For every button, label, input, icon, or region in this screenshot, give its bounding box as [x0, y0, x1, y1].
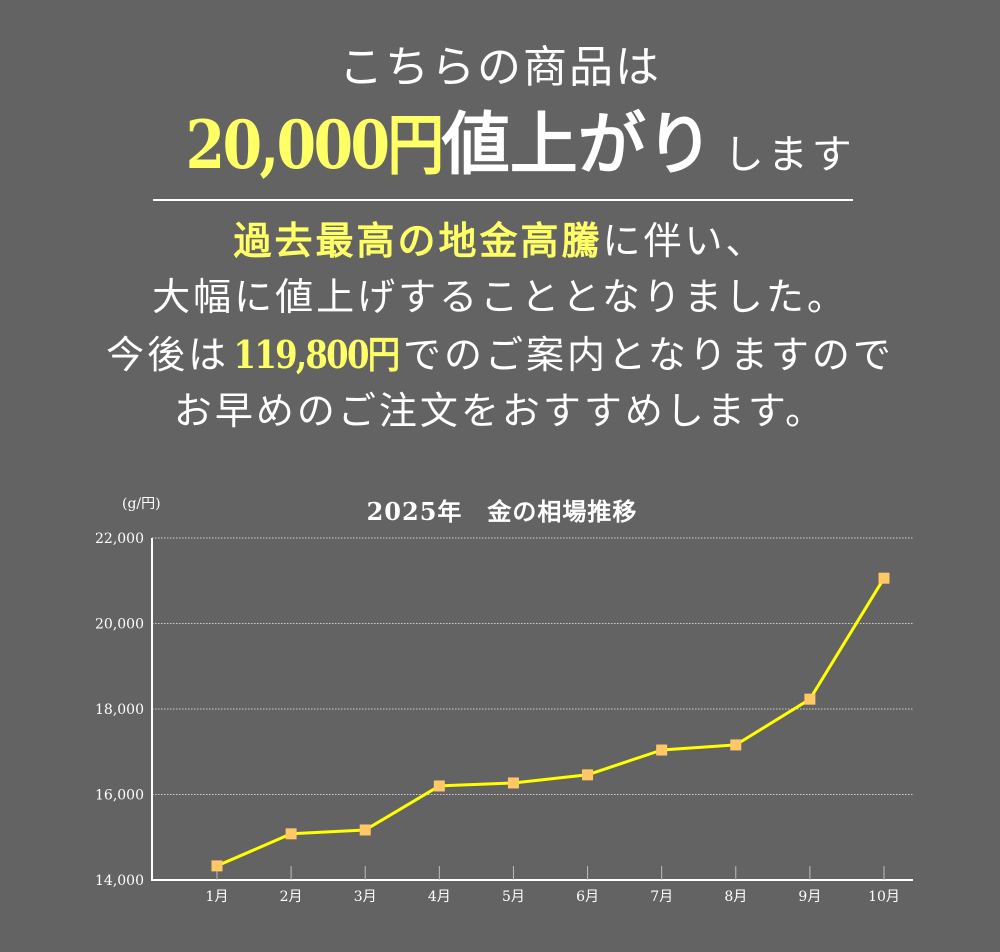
y-tick-label: 16,000: [95, 788, 144, 804]
x-tick-label: 3月: [354, 889, 377, 905]
gold-price-chart: (g/円) 2025年 金の相場推移 14,000 16,000 18,000 20,…: [0, 470, 1000, 952]
data-point-marker: [656, 744, 668, 756]
data-point-marker: [211, 860, 223, 872]
line3-rest: でのご案内となりますので: [403, 333, 894, 377]
announcement-line-3: 今後は 119,800円 でのご案内となりますので: [0, 326, 1000, 383]
x-tick-label: 4月: [428, 889, 451, 905]
chart-title: 2025年 金の相場推移: [366, 497, 638, 526]
data-point-marker: [878, 572, 890, 584]
x-tick-label: 5月: [502, 889, 525, 905]
announcement-text: 過去最高の地金高騰に伴い、 大幅に値上げすることとなりました。 今後は 119,8…: [0, 212, 1000, 440]
x-tick-label: 9月: [798, 889, 821, 905]
x-tick-label: 1月: [206, 889, 229, 905]
data-point-marker: [507, 777, 519, 789]
headline-intro: こちらの商品は: [339, 42, 661, 93]
x-tick-label: 8月: [724, 889, 747, 905]
x-tick-label: 10月: [868, 889, 900, 905]
line-chart-plot: 14,000 16,000 18,000 20,000 22,000 1月 2月 3月 4月 5月…: [95, 531, 913, 905]
record-price-emphasis: 過去最高の地金高騰: [233, 218, 603, 263]
price-increase-amount: 20,000円: [185, 106, 445, 184]
y-tick-label: 18,000: [95, 702, 144, 718]
headline-price-increase: 20,000円値上がり します: [0, 100, 1000, 208]
announcement-line-2: 大幅に値上げすることとなりました。: [152, 275, 848, 319]
announcement-line-1: 過去最高の地金高騰に伴い、: [0, 212, 1000, 269]
line3-prefix: 今後は: [106, 333, 230, 377]
x-tick-label: 7月: [650, 889, 673, 905]
data-point-marker: [582, 769, 594, 781]
x-tick-label: 2月: [280, 889, 303, 905]
data-point-marker: [359, 824, 371, 836]
data-point-marker: [433, 780, 445, 792]
data-point-marker: [730, 739, 742, 751]
divider: [153, 199, 853, 201]
y-tick-label: 14,000: [95, 873, 144, 889]
new-price: 119,800円: [233, 332, 400, 377]
data-point-marker: [285, 828, 297, 840]
price-line: [216, 577, 886, 868]
rise-word: 値上がり: [441, 105, 714, 185]
line1-rest: に伴い、: [602, 219, 767, 263]
x-tick-label: 6月: [576, 889, 599, 905]
y-tick-label: 22,000: [95, 531, 144, 547]
rise-tail: します: [723, 132, 856, 178]
data-point-marker: [804, 693, 816, 705]
announcement-line-4: お早めのご注文をおすすめします。: [173, 389, 827, 433]
y-tick-label: 20,000: [95, 617, 144, 633]
y-axis-unit-label: (g/円): [122, 496, 161, 512]
